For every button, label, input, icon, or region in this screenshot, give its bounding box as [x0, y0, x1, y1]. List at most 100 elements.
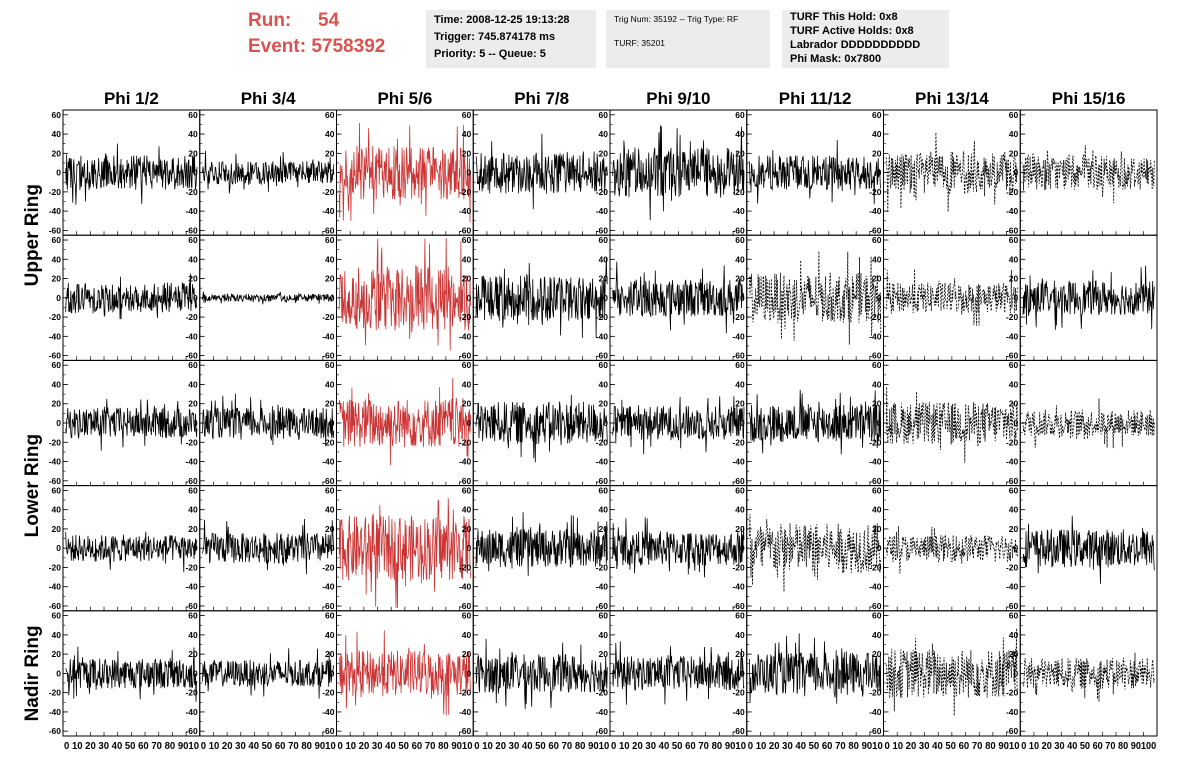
waveform-trace	[1022, 145, 1155, 204]
y-tick-label: 0	[330, 418, 335, 428]
y-tick-label: -60	[869, 601, 882, 611]
y-tick-label: -60	[869, 726, 882, 736]
y-tick-label: 60	[872, 110, 882, 120]
y-tick-label: 0	[1014, 168, 1019, 178]
y-tick-label: 20	[462, 399, 472, 409]
waveform-panel: 60 40 20 0 -20 -40 -60	[185, 359, 337, 487]
y-tick-label: 0	[330, 293, 335, 303]
y-tick-label: 40	[462, 129, 472, 139]
y-tick-label: -20	[49, 562, 62, 572]
y-tick-label: 40	[188, 129, 198, 139]
trigger-line: Trigger: 745.874178 ms	[434, 31, 556, 43]
y-tick-label: 20	[735, 524, 745, 534]
y-tick-label: 20	[325, 274, 335, 284]
y-tick-label: 0	[467, 293, 472, 303]
waveform-trace	[1022, 652, 1155, 702]
y-tick-label: 20	[872, 649, 882, 659]
y-tick-label: -40	[1006, 331, 1019, 341]
waveform-trace	[338, 630, 471, 716]
y-tick-label: -40	[732, 582, 745, 592]
y-tick-label: -40	[596, 457, 609, 467]
y-tick-label: -20	[459, 437, 472, 447]
waveform-trace	[65, 646, 198, 702]
y-tick-label: -60	[596, 601, 609, 611]
waveform-panel: 60 40 20 0 -20 -40 -60	[459, 359, 611, 487]
info-box-turf: TURF This Hold: 0x8 TURF Active Holds: 0…	[782, 10, 949, 68]
y-tick-label: 0	[603, 293, 608, 303]
y-tick-label: 40	[188, 505, 198, 515]
event-value: 5758392	[311, 36, 386, 57]
y-tick-label: 60	[188, 485, 198, 495]
y-tick-label: 20	[599, 524, 609, 534]
waveform-trace	[65, 143, 198, 205]
waveform-trace	[338, 238, 471, 351]
y-tick-label: 20	[52, 524, 62, 534]
waveform-panel: 60 40 20 0 -20 -40 -60	[322, 359, 474, 487]
y-tick-label: -60	[1006, 476, 1019, 486]
y-tick-label: 40	[188, 630, 198, 640]
y-tick-label: 60	[188, 611, 198, 621]
y-tick-label: -60	[1006, 351, 1019, 361]
y-tick-label: -60	[1006, 601, 1019, 611]
y-tick-label: 40	[462, 379, 472, 389]
trig-num-line: Trig Num: 35192 -- Trig Type: RF	[614, 14, 739, 24]
y-tick-label: 0	[1014, 543, 1019, 553]
y-tick-label: -60	[732, 476, 745, 486]
y-tick-label: -40	[459, 457, 472, 467]
y-tick-label: 0	[877, 668, 882, 678]
y-tick-label: 60	[735, 485, 745, 495]
y-tick-label: 60	[188, 110, 198, 120]
x-tick-label: 0 10 20 30 40 50 60 70 80 9010	[748, 740, 883, 752]
y-tick-label: -40	[185, 206, 198, 216]
waveform-panel: 60 40 20 0 -20 -40 -60	[732, 485, 884, 612]
y-tick-label: -60	[49, 351, 62, 361]
y-tick-label: -40	[322, 206, 335, 216]
y-tick-label: 20	[462, 148, 472, 158]
y-tick-label: -20	[869, 187, 882, 197]
y-tick-label: -60	[459, 351, 472, 361]
y-tick-label: -60	[185, 476, 198, 486]
waveform-trace	[749, 389, 882, 455]
y-tick-label: -40	[869, 707, 882, 717]
y-tick-label: 60	[462, 235, 472, 245]
y-tick-label: -60	[1006, 726, 1019, 736]
y-tick-label: 60	[52, 360, 62, 370]
y-tick-label: -40	[596, 331, 609, 341]
y-tick-label: -40	[732, 707, 745, 717]
y-tick-label: 20	[872, 274, 882, 284]
y-tick-label: 60	[599, 360, 609, 370]
y-tick-label: 40	[735, 630, 745, 640]
y-tick-label: -20	[732, 688, 745, 698]
waveform-panel: 60 40 20 0 -20 -40 -60	[322, 234, 474, 361]
waveform-trace	[338, 377, 471, 466]
waveform-panel: 60 40 20 0 -20 -40 -60	[185, 234, 337, 361]
y-tick-label: 40	[872, 505, 882, 515]
waveform-panel: 60 40 20 0 -20 -40 -60	[322, 485, 474, 612]
y-tick-label: 0	[1014, 668, 1019, 678]
y-tick-label: 0	[467, 668, 472, 678]
y-tick-label: 20	[735, 274, 745, 284]
y-tick-label: 0	[193, 293, 198, 303]
y-tick-label: 0	[56, 168, 61, 178]
y-tick-label: -20	[869, 562, 882, 572]
y-tick-label: -60	[732, 601, 745, 611]
y-tick-label: -40	[732, 457, 745, 467]
waveform-panel: 60 40 20 0 -20 -40 -60	[1006, 359, 1158, 487]
waveform-panel: 60 40 20 0 -20 -40 -60	[1006, 610, 1158, 737]
y-tick-label: 40	[462, 630, 472, 640]
y-tick-label: -60	[1006, 225, 1019, 235]
turf-line: TURF: 35201	[614, 38, 666, 48]
y-tick-label: 20	[599, 274, 609, 284]
y-tick-label: -20	[185, 187, 198, 197]
y-tick-label: -60	[596, 225, 609, 235]
y-tick-label: 20	[1009, 274, 1019, 284]
turf-active-line: TURF Active Holds: 0x8	[790, 25, 914, 37]
y-tick-label: -40	[596, 582, 609, 592]
y-tick-label: -40	[1006, 457, 1019, 467]
y-tick-label: 0	[877, 168, 882, 178]
y-tick-label: -40	[49, 206, 62, 216]
waveform-panel: 60 40 20 0 -20 -40 -60	[185, 109, 337, 236]
y-tick-label: -60	[185, 225, 198, 235]
y-tick-label: 40	[1009, 379, 1019, 389]
y-tick-label: -20	[1006, 437, 1019, 447]
